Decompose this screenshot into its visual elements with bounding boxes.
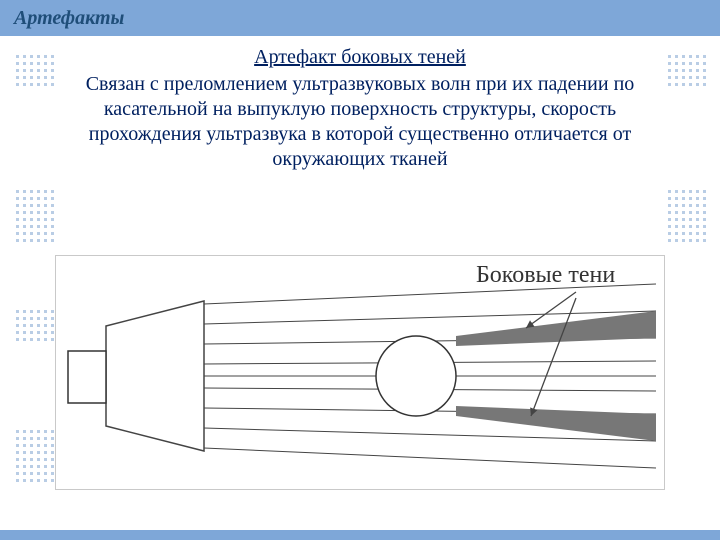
text-block: Артефакт боковых теней Связан с преломле… [0, 44, 720, 172]
header-bar: Артефакты [0, 0, 720, 36]
diagram: Боковые тени [55, 255, 665, 490]
footer-bar [0, 530, 720, 540]
svg-text:Боковые тени: Боковые тени [476, 262, 615, 288]
page-title: Артефакты [14, 7, 124, 30]
subtitle: Артефакт боковых теней [60, 44, 660, 70]
description: Связан с преломлением ультразвуковых вол… [60, 72, 660, 172]
